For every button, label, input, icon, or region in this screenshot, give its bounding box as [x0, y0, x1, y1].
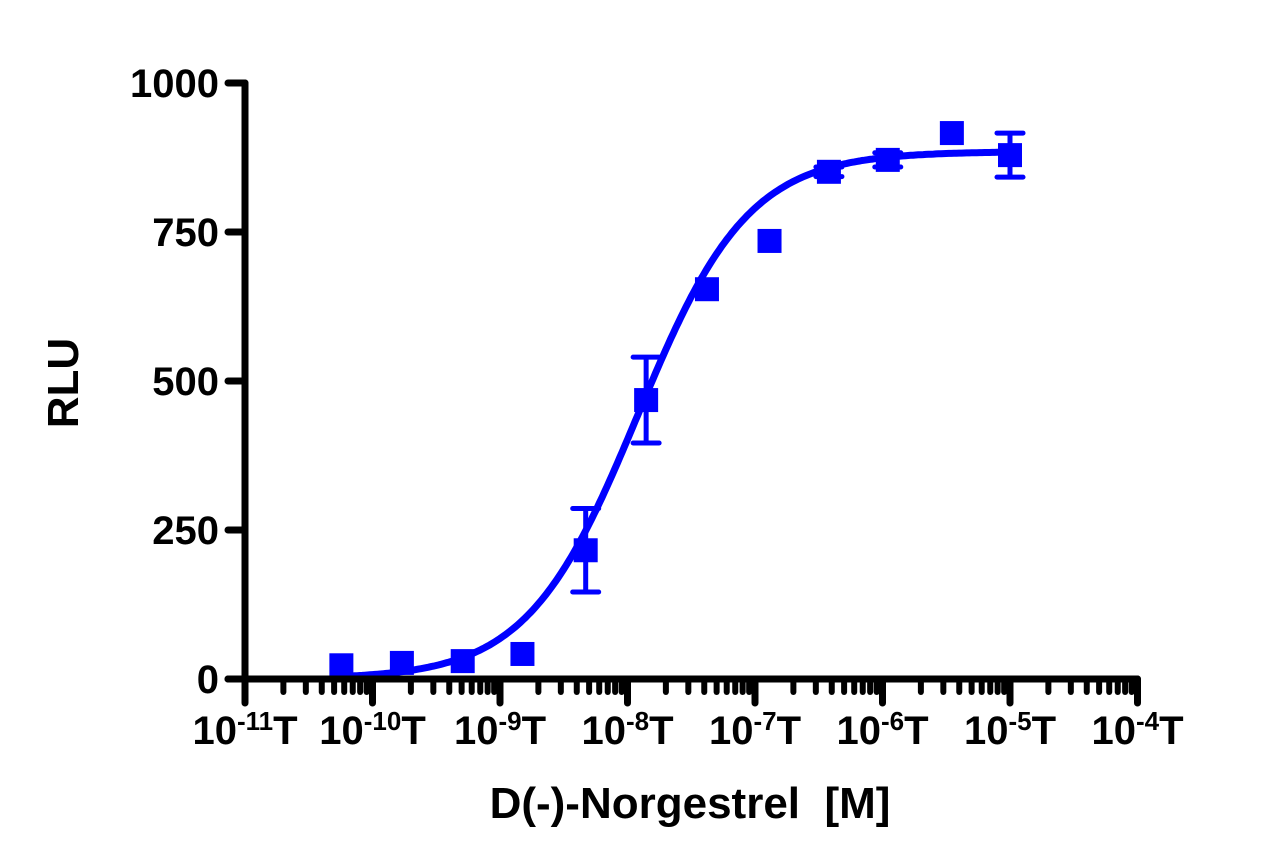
data-point-square	[450, 649, 475, 674]
x-tick-label: 10-10T	[319, 706, 426, 753]
data-point-square	[510, 641, 535, 666]
y-tick-label: 0	[197, 658, 219, 702]
x-axis-title: D(-)-Norgestrel [M]	[490, 779, 891, 828]
data-point-square	[694, 277, 719, 302]
y-tick-label: 750	[152, 211, 219, 255]
data-point-square	[329, 653, 354, 678]
data-point-square	[389, 650, 414, 675]
y-axis-title: RLU	[39, 338, 88, 428]
fit-curve-path	[334, 148, 1016, 681]
y-tick-label: 500	[152, 360, 219, 404]
data-point-square	[875, 147, 900, 172]
axes: 0 250 500 750 1000 10-11T 10-10T 10-9T 10-8T 10-7…	[130, 62, 1184, 753]
x-tick-label: 10-5T	[964, 706, 1056, 753]
x-tick-label: 10-6T	[836, 706, 928, 753]
data-point-square	[757, 228, 782, 253]
x-tick-label: 10-11T	[192, 706, 297, 753]
y-tick-label: 1000	[130, 62, 219, 106]
data-points	[329, 121, 1026, 678]
data-point-square	[816, 159, 841, 184]
data-point-square	[634, 388, 659, 413]
x-tick-label: 10-9T	[454, 706, 546, 753]
x-tick-label: 10-8T	[581, 706, 673, 753]
data-point-square	[573, 538, 598, 563]
data-point-square	[939, 121, 964, 146]
y-tick-label: 250	[152, 509, 219, 553]
fit-curve	[334, 148, 1016, 681]
x-tick-label: 10-7T	[709, 706, 801, 753]
data-point-square	[998, 143, 1022, 168]
x-tick-label: 10-4T	[1091, 706, 1183, 753]
